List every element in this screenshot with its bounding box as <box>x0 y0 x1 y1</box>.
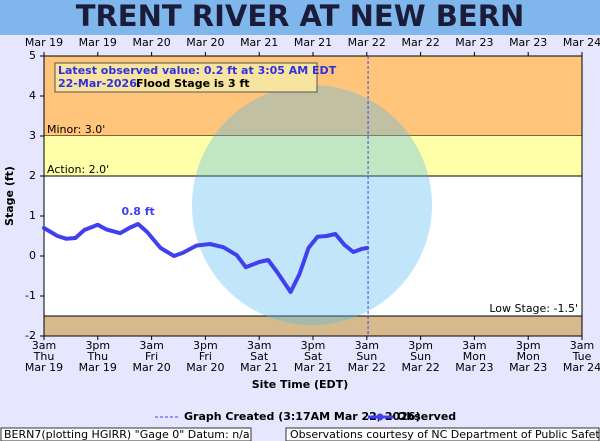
x2-tick-label: Mar 21 <box>240 36 278 49</box>
x-tick-label: Mon <box>463 350 486 363</box>
x2-tick-label: Mar 22 <box>401 36 439 49</box>
x-tick-label: Fri <box>199 350 212 363</box>
x-tick-label: 3am <box>355 339 379 352</box>
watermark <box>192 85 432 325</box>
title-banner <box>0 0 600 35</box>
x2-tick-label: Mar 21 <box>294 36 332 49</box>
x-axis-label: Site Time (EDT) <box>252 378 348 391</box>
x2-tick-label: Mar 22 <box>348 36 386 49</box>
y-tick-label: 5 <box>29 49 36 62</box>
y-tick-label: -1 <box>25 289 36 302</box>
x-tick-label: Mar 20 <box>132 361 170 374</box>
x-tick-label: Mon <box>517 350 540 363</box>
x-tick-label: 3pm <box>516 339 541 352</box>
legend-observed-marker <box>376 413 384 421</box>
y-axis-label: Stage (ft) <box>3 166 16 226</box>
x-tick-label: Mar 23 <box>509 361 547 374</box>
x-tick-label: Mar 22 <box>401 361 439 374</box>
x2-tick-label: Mar 23 <box>455 36 493 49</box>
footer-right: Observations courtesy of NC Department o… <box>290 428 600 441</box>
x-tick-label: 3am <box>247 339 271 352</box>
latest-line: Latest observed value: 0.2 ft at 3:05 AM… <box>58 64 337 77</box>
y-tick-label: 4 <box>29 89 36 102</box>
x2-tick-label: Mar 20 <box>132 36 170 49</box>
threshold-label: Low Stage: -1.5' <box>489 302 578 315</box>
footer-left: BERN7(plotting HGIRR) "Gage 0" Datum: n/… <box>4 428 250 441</box>
legend-created: Graph Created (3:17AM Mar 22, 2026) <box>184 410 420 423</box>
x-tick-label: Mar 20 <box>186 361 224 374</box>
peak-annotation: 0.8 ft <box>121 205 154 218</box>
x-tick-label: Sun <box>356 350 377 363</box>
y-tick-label: 1 <box>29 209 36 222</box>
x2-tick-label: Mar 24 <box>563 36 600 49</box>
footer-right-box <box>285 427 600 441</box>
chart-title: TRENT RIVER AT NEW BERN <box>76 0 525 33</box>
x-tick-label: Sat <box>304 350 323 363</box>
x-tick-label: Thu <box>86 350 108 363</box>
x-tick-label: 3am <box>139 339 163 352</box>
threshold-band <box>44 316 582 336</box>
footer-left-box <box>0 427 252 441</box>
x-tick-label: Mar 23 <box>455 361 493 374</box>
x2-tick-label: Mar 19 <box>25 36 63 49</box>
x-tick-label: Sun <box>410 350 431 363</box>
threshold-label: Minor: 3.0' <box>47 123 105 136</box>
x-tick-label: Mar 21 <box>294 361 332 374</box>
x-tick-label: 3pm <box>193 339 218 352</box>
x-tick-label: Mar 19 <box>79 361 117 374</box>
threshold-label: Action: 2.0' <box>47 163 109 176</box>
x2-tick-label: Mar 20 <box>186 36 224 49</box>
x-tick-label: 3am <box>32 339 56 352</box>
flood-stage: Flood Stage is 3 ft <box>136 77 250 90</box>
y-tick-label: 0 <box>29 249 36 262</box>
x-tick-label: 3am <box>570 339 594 352</box>
x-tick-label: Thu <box>33 350 55 363</box>
y-tick-label: 3 <box>29 129 36 142</box>
x-tick-label: 3pm <box>85 339 110 352</box>
x-tick-label: 3am <box>462 339 486 352</box>
latest-box <box>54 62 318 93</box>
x2-tick-label: Mar 23 <box>509 36 547 49</box>
latest-date: 22-Mar-2026. <box>58 77 141 90</box>
x-tick-label: Mar 19 <box>25 361 63 374</box>
x-tick-label: Mar 24 <box>563 361 600 374</box>
x-tick-label: Tue <box>572 350 592 363</box>
x2-tick-label: Mar 19 <box>79 36 117 49</box>
series-line <box>42 222 370 294</box>
x-tick-label: Mar 21 <box>240 361 278 374</box>
y-tick-label: 2 <box>29 169 36 182</box>
x-tick-label: Sat <box>250 350 269 363</box>
plot-frame <box>43 55 583 337</box>
legend-observed: Observed <box>397 410 456 423</box>
x-tick-label: 3pm <box>301 339 326 352</box>
x-tick-label: Mar 22 <box>348 361 386 374</box>
threshold-band <box>44 136 582 176</box>
x-tick-label: Fri <box>145 350 158 363</box>
x-tick-label: 3pm <box>408 339 433 352</box>
y-tick-label: -2 <box>25 329 36 342</box>
